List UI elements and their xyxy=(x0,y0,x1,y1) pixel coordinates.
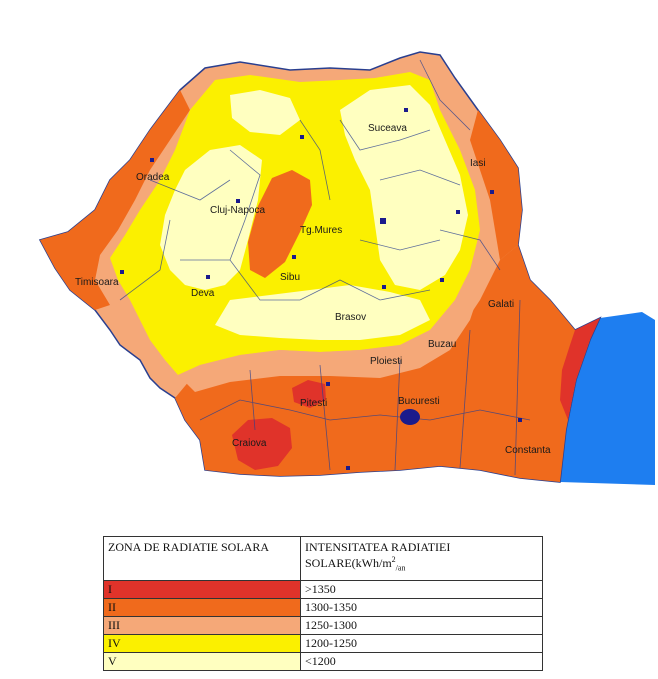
legend-header-zone: ZONA DE RADIATIE SOLARA xyxy=(103,536,301,581)
legend-value-cell: 1200-1250 xyxy=(300,634,543,653)
legend-row: IV 1200-1250 xyxy=(103,634,543,653)
city-label: Constanta xyxy=(505,445,551,456)
city-label: Deva xyxy=(191,288,215,299)
city-label: Galati xyxy=(488,299,514,310)
city-label: Cluj-Napoca xyxy=(210,205,265,216)
city-label: Timisoara xyxy=(75,277,119,288)
legend-value-cell: 1250-1300 xyxy=(300,616,543,635)
legend-header-intensity-line1: INTENSITATEA RADIATIEI xyxy=(305,540,451,554)
zone-i-craiova xyxy=(232,418,292,470)
zone-v-south xyxy=(215,285,430,340)
legend-row: III 1250-1300 xyxy=(103,616,543,635)
legend-header-sup: 2 xyxy=(391,555,396,564)
legend-row: II 1300-1350 xyxy=(103,598,543,617)
city-label: Buzau xyxy=(428,339,456,350)
city-label: Oradea xyxy=(136,172,170,183)
legend-value-cell: >1350 xyxy=(300,580,543,599)
county-borders xyxy=(119,59,531,476)
city-label: Pitesti xyxy=(300,398,327,409)
legend-header-row: ZONA DE RADIATIE SOLARA INTENSITATEA RAD… xyxy=(103,536,543,581)
legend-row: V <1200 xyxy=(103,652,543,671)
legend-zone-cell: IV xyxy=(103,634,301,653)
legend-header-sub: /an xyxy=(395,563,406,573)
zone-ii-center-top xyxy=(248,170,312,278)
legend-zone-cell: I xyxy=(103,580,301,599)
legend-zone-cell: II xyxy=(103,598,301,617)
bucuresti-marker xyxy=(400,409,420,425)
city-dots xyxy=(120,108,522,470)
zone-i-delta xyxy=(560,318,600,420)
zone-i-pitesti xyxy=(292,380,326,408)
city-label: Craiova xyxy=(232,438,267,449)
city-label: Suceava xyxy=(368,123,407,134)
legend-row: I >1350 xyxy=(103,580,543,599)
zone-v-north xyxy=(340,85,468,290)
city-label: Tg.Mures xyxy=(300,225,342,236)
zone-v-west xyxy=(160,145,262,290)
black-sea xyxy=(560,312,655,485)
legend-zone-cell: III xyxy=(103,616,301,635)
legend-table: ZONA DE RADIATIE SOLARA INTENSITATEA RAD… xyxy=(103,536,543,671)
city-label: Sibu xyxy=(280,272,300,283)
legend-value-cell: 1300-1350 xyxy=(300,598,543,617)
legend-header-intensity: INTENSITATEA RADIATIEI SOLARE(kWh/m2/an xyxy=(300,536,543,581)
zone-ii-east xyxy=(470,110,522,260)
city-label: Ploiesti xyxy=(370,356,402,367)
city-label: Bucuresti xyxy=(398,396,440,407)
legend-header-intensity-line2: SOLARE(kWh/m xyxy=(305,556,392,570)
zone-ii-west xyxy=(40,90,190,310)
solar-radiation-map: Suceava Iasi Oradea Cluj-Napoca Tg.Mures… xyxy=(38,51,655,485)
zone-iii-south-band xyxy=(178,270,480,392)
city-label: Iasi xyxy=(470,158,486,169)
legend-zone-cell: V xyxy=(103,652,301,671)
zone-v-northwest xyxy=(230,90,300,135)
legend-value-cell: <1200 xyxy=(300,652,543,671)
city-label: Brasov xyxy=(335,312,366,323)
